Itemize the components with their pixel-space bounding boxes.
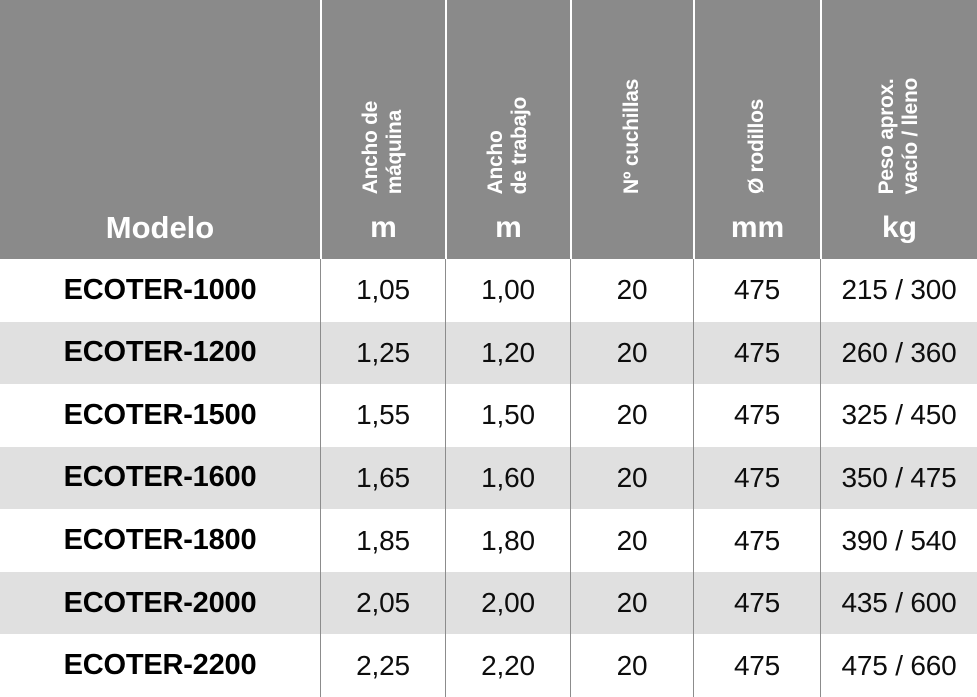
table-row: ECOTER-2200 2,25 2,20 20 475 475 / 660 bbox=[0, 634, 977, 697]
value-cell-ancho-maquina: 1,85 bbox=[320, 509, 445, 572]
column-header-num-cuchillas: Nº cuchillas bbox=[570, 0, 693, 259]
value-cell-ancho-trabajo: 2,00 bbox=[445, 571, 570, 635]
value-cell-peso-aprox: 325 / 450 bbox=[820, 384, 977, 447]
column-header-modelo-spacer bbox=[0, 0, 320, 197]
value-cell-ancho-maquina: 1,65 bbox=[320, 446, 445, 510]
value-cell-ancho-trabajo: 2,20 bbox=[445, 634, 570, 697]
value-cell-num-cuchillas: 20 bbox=[570, 509, 693, 572]
value-cell-num-cuchillas: 20 bbox=[570, 259, 693, 322]
column-unit-diam-rodillos: mm bbox=[730, 211, 785, 244]
value-cell-num-cuchillas: 20 bbox=[570, 571, 693, 635]
column-header-modelo: Modelo bbox=[0, 0, 320, 259]
model-cell: ECOTER-1200 bbox=[63, 336, 257, 369]
column-header-peso-aprox: Peso aprox. vacío / lleno kg bbox=[820, 0, 977, 259]
column-unit-ancho-maquina: m bbox=[370, 211, 397, 244]
column-header-ancho-trabajo: Ancho de trabajo m bbox=[445, 0, 570, 259]
value-cell-diam-rodillos: 475 bbox=[693, 571, 820, 635]
value-cell-num-cuchillas: 20 bbox=[570, 634, 693, 697]
table-row: ECOTER-1800 1,85 1,80 20 475 390 / 540 bbox=[0, 509, 977, 572]
table-row: ECOTER-1600 1,65 1,60 20 475 350 / 475 bbox=[0, 446, 977, 510]
column-rotated-label-num-cuchillas: Nº cuchillas bbox=[620, 79, 644, 194]
value-cell-num-cuchillas: 20 bbox=[570, 446, 693, 510]
value-cell-ancho-trabajo: 1,20 bbox=[445, 321, 570, 385]
value-cell-num-cuchillas: 20 bbox=[570, 384, 693, 447]
table-row: ECOTER-2000 2,05 2,00 20 475 435 / 600 bbox=[0, 571, 977, 635]
value-cell-diam-rodillos: 475 bbox=[693, 384, 820, 447]
column-rotated-label-ancho-trabajo: Ancho de trabajo bbox=[484, 96, 532, 194]
column-header-diam-rodillos: Ø rodillos mm bbox=[693, 0, 820, 259]
value-cell-peso-aprox: 350 / 475 bbox=[820, 446, 977, 510]
table-row: ECOTER-1200 1,25 1,20 20 475 260 / 360 bbox=[0, 321, 977, 385]
value-cell-diam-rodillos: 475 bbox=[693, 446, 820, 510]
model-cell: ECOTER-1000 bbox=[63, 273, 257, 306]
column-rotated-label-ancho-maquina: Ancho de máquina bbox=[359, 100, 407, 194]
value-cell-diam-rodillos: 475 bbox=[693, 634, 820, 697]
value-cell-ancho-trabajo: 1,80 bbox=[445, 509, 570, 572]
value-cell-ancho-maquina: 2,25 bbox=[320, 634, 445, 697]
value-cell-num-cuchillas: 20 bbox=[570, 321, 693, 385]
model-cell: ECOTER-1500 bbox=[63, 398, 257, 431]
table-row: ECOTER-1000 1,05 1,00 20 475 215 / 300 bbox=[0, 259, 977, 322]
model-cell: ECOTER-1800 bbox=[63, 524, 257, 557]
column-rotated-label-peso-aprox: Peso aprox. vacío / lleno bbox=[875, 77, 923, 194]
value-cell-ancho-trabajo: 1,50 bbox=[445, 384, 570, 447]
value-cell-ancho-maquina: 2,05 bbox=[320, 571, 445, 635]
value-cell-peso-aprox: 435 / 600 bbox=[820, 571, 977, 635]
model-cell: ECOTER-2000 bbox=[63, 586, 257, 619]
value-cell-ancho-trabajo: 1,60 bbox=[445, 446, 570, 510]
value-cell-diam-rodillos: 475 bbox=[693, 509, 820, 572]
value-cell-peso-aprox: 215 / 300 bbox=[820, 259, 977, 322]
column-rotated-label-diam-rodillos: Ø rodillos bbox=[745, 98, 769, 194]
table-body: ECOTER-1000 1,05 1,00 20 475 215 / 300 E… bbox=[0, 259, 977, 697]
value-cell-ancho-maquina: 1,25 bbox=[320, 321, 445, 385]
column-unit-num-cuchillas bbox=[572, 197, 693, 259]
value-cell-ancho-maquina: 1,05 bbox=[320, 259, 445, 322]
column-header-ancho-maquina: Ancho de máquina m bbox=[320, 0, 445, 259]
value-cell-ancho-trabajo: 1,00 bbox=[445, 259, 570, 322]
value-cell-peso-aprox: 260 / 360 bbox=[820, 321, 977, 385]
table-header: Modelo Ancho de máquina m Ancho de traba… bbox=[0, 0, 977, 259]
model-cell: ECOTER-2200 bbox=[63, 649, 257, 682]
value-cell-peso-aprox: 390 / 540 bbox=[820, 509, 977, 572]
table-row: ECOTER-1500 1,55 1,50 20 475 325 / 450 bbox=[0, 384, 977, 447]
column-unit-peso-aprox: kg bbox=[881, 211, 917, 244]
column-unit-ancho-trabajo: m bbox=[495, 211, 522, 244]
value-cell-ancho-maquina: 1,55 bbox=[320, 384, 445, 447]
value-cell-diam-rodillos: 475 bbox=[693, 321, 820, 385]
column-title-modelo: Modelo bbox=[105, 210, 215, 245]
model-cell: ECOTER-1600 bbox=[63, 461, 257, 494]
value-cell-diam-rodillos: 475 bbox=[693, 259, 820, 322]
value-cell-peso-aprox: 475 / 660 bbox=[820, 634, 977, 697]
